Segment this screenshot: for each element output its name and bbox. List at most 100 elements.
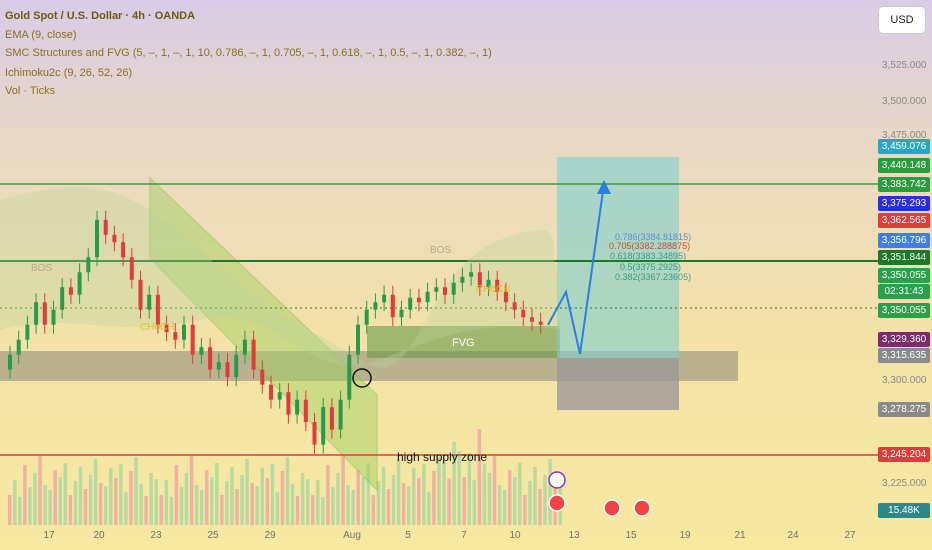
candle-body [338,399,343,430]
candle-body [242,339,247,355]
candle-body [469,272,474,277]
volume-bar [53,470,57,525]
volume-bar [73,481,78,525]
volume-bar [432,471,436,525]
volume-bar [447,478,451,525]
x-tick-label: 24 [787,530,799,541]
choch-label-1: CHoCH [140,322,175,333]
volume-bar [305,479,310,525]
volume-bar [235,489,239,525]
candle-body [460,276,465,283]
x-tick-label: 23 [150,530,162,541]
candle-body [364,309,369,325]
x-tick-label: 20 [93,530,105,541]
currency-button[interactable]: USD [878,6,926,34]
volume-bar [159,495,163,525]
candle-body [42,302,47,325]
volume-bar [48,490,52,525]
x-tick-label: 21 [734,530,746,541]
candle-body [225,362,230,378]
candle-body [399,309,404,318]
volume-bar [139,484,143,525]
candle-body [68,287,73,295]
volume-bar [63,463,68,525]
price-tag: 02:31:43 [878,284,930,299]
volume-bar [356,470,360,525]
candle-body [495,279,500,292]
x-tick-label: 19 [679,530,691,541]
candle-body [390,294,395,318]
candle-body [234,354,239,378]
volume-bar [300,473,305,525]
volume-bar [149,473,153,525]
price-tag: 3,375.293 [878,196,930,211]
volume-bar [58,477,62,525]
stop-box [557,358,679,410]
candle-body [260,369,265,385]
price-tag: 3,350.055 [878,268,930,283]
volume-bar [528,481,532,525]
volume-bar [417,478,421,525]
candle-body [321,407,326,445]
price-tag: 3,383.742 [878,177,930,192]
volume-bar [518,463,522,525]
volume-bar [18,497,22,525]
volume-bar [538,489,542,525]
candle-body [530,317,534,322]
volume-bar [265,478,270,525]
y-tick-label: 3,525.000 [882,60,927,71]
volume-bar [169,497,174,525]
fib-382: 0.382(3367.23605) [615,272,692,282]
volume-bar [194,485,199,525]
x-tick-label: 27 [844,530,856,541]
candle-body [129,257,134,280]
volume-bar [199,490,204,525]
candle-body [34,302,39,325]
volume-bar [114,478,118,525]
price-tag: 3,278.275 [878,402,930,417]
candle-body [208,347,213,370]
legend-ichimoku[interactable]: Ichimoku2c (9, 26, 52, 26) [5,67,133,79]
us-flag-icon [603,499,621,517]
legend-smc[interactable]: SMC Structures and FVG (5, –, 1, –, 1, 1… [5,47,492,59]
candle-body [251,339,256,370]
volume-bar [457,451,461,525]
legend-title[interactable]: Gold Spot / U.S. Dollar · 4h · OANDA [5,10,196,22]
y-tick-label: 3,225.000 [882,478,927,489]
volume-bar [154,479,158,525]
choch-label-2: CHoCH [476,284,511,295]
candle-body [286,392,291,415]
volume-bar [23,465,27,525]
volume-bar [311,495,315,525]
volume-bar [487,473,492,525]
volume-bar [88,475,93,525]
bos-label-1: BOS [31,263,53,274]
volume-bar [240,475,244,525]
volume-bar [321,497,325,525]
legend-ema[interactable]: EMA (9, close) [5,29,77,41]
ichimoku-cloud [0,187,560,368]
price-tag: 3,351.844 [878,250,930,265]
volume-bar [452,441,456,525]
price-tag: 3,356.796 [878,233,930,248]
candle-body [216,362,221,370]
volume-bar [396,459,401,525]
volume-bar [38,455,42,525]
candle-body [486,279,491,288]
volume-bar [406,486,411,525]
price-tag: 3,315.635 [878,348,930,363]
volume-bar [43,485,47,525]
candle-body [521,309,526,318]
volume-bar [78,467,83,525]
volume-bar [280,471,285,525]
volume-bar [270,464,275,525]
y-tick-label: 3,500.000 [882,96,927,107]
volume-bar [33,473,37,525]
volume-bar [331,487,335,525]
legend-volume[interactable]: Vol · Ticks [5,85,56,97]
volume-bar [523,495,527,525]
swing-low-marker [352,368,372,388]
volume-bar [513,477,517,525]
